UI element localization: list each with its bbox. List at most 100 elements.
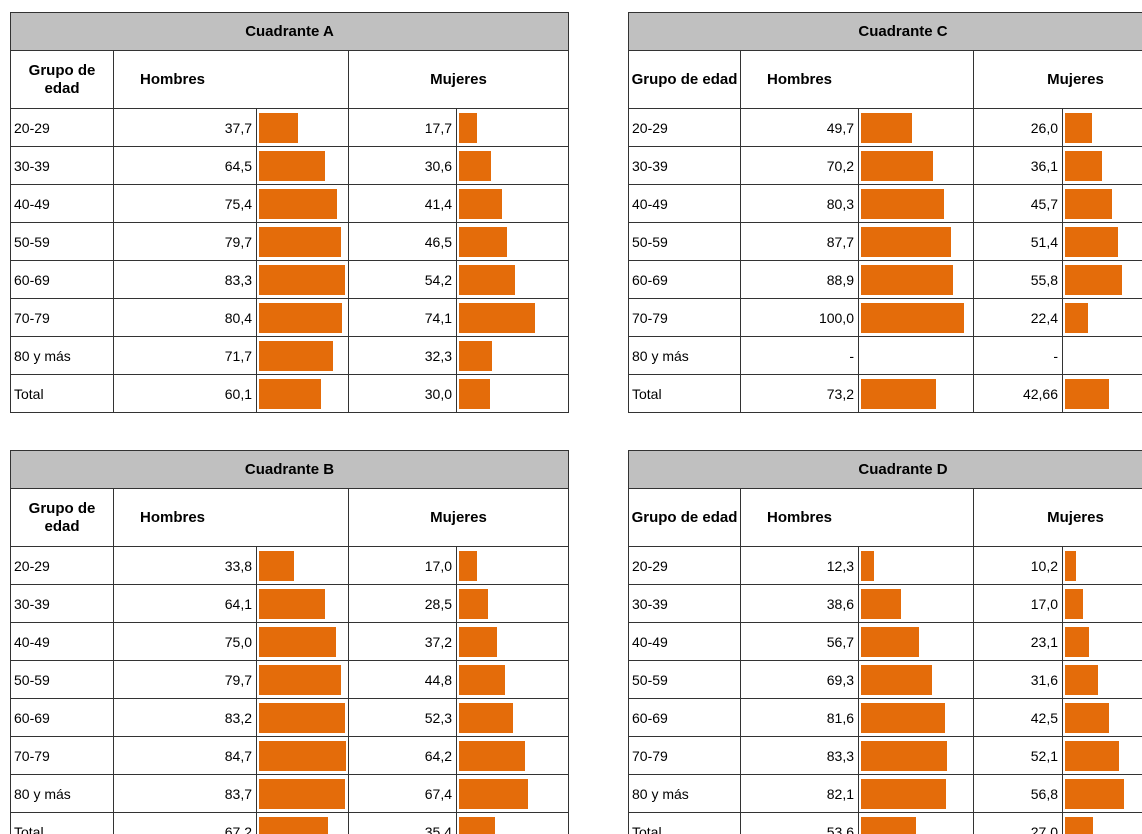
men-header: Hombres: [740, 488, 974, 547]
bar-cell: [456, 736, 569, 775]
age-group: 80 y más: [10, 774, 114, 813]
bar: [259, 588, 326, 619]
value-label: 30,6: [348, 146, 457, 185]
bar-cell: [256, 146, 349, 185]
age-group: 80 y más: [628, 336, 741, 375]
age-group: 50-59: [628, 222, 741, 261]
value-label: 79,7: [113, 660, 257, 699]
value-label: 82,1: [740, 774, 859, 813]
bar-cell: [256, 298, 349, 337]
value-label: 42,5: [973, 698, 1063, 737]
bar: [861, 740, 947, 771]
age-group: 30-39: [628, 146, 741, 185]
age-group: 70-79: [628, 736, 741, 775]
value-label: 26,0: [973, 108, 1063, 147]
value-label: 80,4: [113, 298, 257, 337]
value-label: 56,8: [973, 774, 1063, 813]
bar: [861, 550, 874, 581]
bar-cell: [858, 184, 974, 223]
value-label: 67,4: [348, 774, 457, 813]
bar: [259, 378, 321, 409]
age-group: Total: [628, 374, 741, 413]
value-label: 31,6: [973, 660, 1063, 699]
bar-cell: [858, 812, 974, 834]
bar-cell: [256, 108, 349, 147]
value-label: 22,4: [973, 298, 1063, 337]
bar: [861, 664, 933, 695]
bar-cell: [1062, 622, 1142, 661]
value-label: 38,6: [740, 584, 859, 623]
bar-cell: [858, 736, 974, 775]
bar: [259, 112, 298, 143]
bar: [459, 302, 536, 333]
bar: [259, 150, 326, 181]
bar-cell: [456, 260, 569, 299]
bar: [1065, 816, 1093, 834]
bar-cell: [256, 584, 349, 623]
age-group: Total: [10, 374, 114, 413]
bar: [259, 302, 342, 333]
value-label: 83,3: [740, 736, 859, 775]
age-group: 70-79: [628, 298, 741, 337]
value-label: 35,4: [348, 812, 457, 834]
bar-cell: [858, 298, 974, 337]
value-label: 60,1: [113, 374, 257, 413]
bar-cell: [858, 546, 974, 585]
bar-cell: [456, 298, 569, 337]
age-group: Total: [10, 812, 114, 834]
bar-cell: [256, 374, 349, 413]
bar-cell: [1062, 222, 1142, 261]
bar: [861, 816, 917, 834]
bar: [861, 778, 946, 809]
age-group: 30-39: [10, 146, 114, 185]
value-label: 71,7: [113, 336, 257, 375]
bar-cell: [858, 622, 974, 661]
age-group: 60-69: [628, 698, 741, 737]
bar-cell: [1062, 108, 1142, 147]
age-group: 40-49: [628, 622, 741, 661]
bar: [259, 740, 347, 771]
age-group: 20-29: [10, 546, 114, 585]
bar: [459, 740, 526, 771]
value-label: 83,2: [113, 698, 257, 737]
bar: [259, 778, 346, 809]
bar: [459, 664, 506, 695]
bar-cell: [1062, 698, 1142, 737]
bar-cell: [858, 260, 974, 299]
value-label: 100,0: [740, 298, 859, 337]
bar-cell: [1062, 546, 1142, 585]
group-header: Grupo de edad: [628, 50, 741, 109]
bar: [861, 302, 964, 333]
age-group: 70-79: [10, 298, 114, 337]
age-group: 50-59: [628, 660, 741, 699]
value-label: 55,8: [973, 260, 1063, 299]
age-group: 50-59: [10, 660, 114, 699]
bar: [1065, 550, 1076, 581]
value-label: 56,7: [740, 622, 859, 661]
age-group: 30-39: [628, 584, 741, 623]
women-header: Mujeres: [348, 50, 569, 109]
bar-cell: [858, 222, 974, 261]
women-header: Mujeres: [348, 488, 569, 547]
value-label: 80,3: [740, 184, 859, 223]
bar: [259, 702, 345, 733]
value-label: 45,7: [973, 184, 1063, 223]
men-header: Hombres: [113, 488, 349, 547]
value-label: 51,4: [973, 222, 1063, 261]
bar-cell: [456, 222, 569, 261]
group-header: Grupo de edad: [10, 488, 114, 547]
value-label: 81,6: [740, 698, 859, 737]
bar-cell: [456, 698, 569, 737]
quadrant-title: Cuadrante B: [10, 450, 569, 489]
bar: [1065, 378, 1109, 409]
value-label: 27,0: [973, 812, 1063, 834]
bar: [459, 226, 507, 257]
bar: [459, 778, 529, 809]
bar-cell: [256, 660, 349, 699]
age-group: Total: [628, 812, 741, 834]
bar: [1065, 264, 1123, 295]
value-label: 41,4: [348, 184, 457, 223]
group-header: Grupo de edad: [628, 488, 741, 547]
value-label: 54,2: [348, 260, 457, 299]
